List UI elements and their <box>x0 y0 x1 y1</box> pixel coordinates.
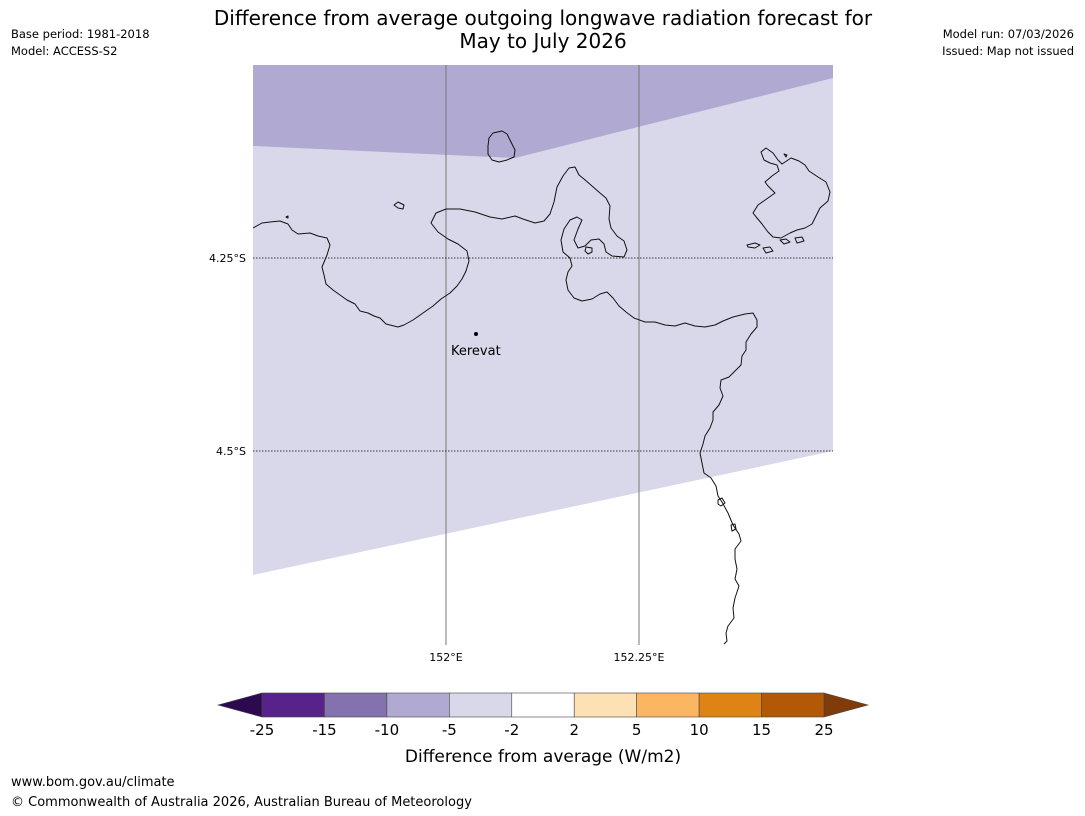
model-run-text: Model run: 07/03/2026 <box>942 27 1074 41</box>
coastline-east-island <box>752 147 831 239</box>
model-text: Model: ACCESS-S2 <box>11 44 118 58</box>
coastline-inlet-islet <box>584 246 593 255</box>
latitude-lines <box>253 257 833 452</box>
coastline-east-islet-4 <box>794 236 805 244</box>
coastline-island-north <box>487 130 516 163</box>
kerevat-marker <box>474 332 478 336</box>
coastline-south-islet-2 <box>730 523 737 532</box>
colorbar-tick-label: 15 <box>752 721 771 739</box>
coastlines <box>252 130 831 645</box>
meta-right: Model run: 07/03/2026 Issued: Map not is… <box>942 26 1074 60</box>
colorbar-bin <box>261 692 325 718</box>
fill-north-band <box>253 65 833 158</box>
colorbar-bin <box>761 692 825 718</box>
colorbar-tick-label: -25 <box>250 721 275 739</box>
colorbar: -25 -15 -10 -5 -2 2 5 10 15 25 <box>216 692 870 739</box>
longitude-lines <box>445 65 640 645</box>
meta-left: Base period: 1981-2018 Model: ACCESS-S2 <box>11 26 150 60</box>
colorbar-bin <box>573 692 637 718</box>
coastline-east-islet-3 <box>779 238 791 245</box>
lon-label-152: 152°E <box>429 651 462 664</box>
colorbar-bin <box>324 692 388 718</box>
colorbar-tick-label: -2 <box>504 721 519 739</box>
coastline-islet-dot <box>285 215 289 219</box>
title-line-2: May to July 2026 <box>459 29 627 53</box>
colorbar-under-arrow <box>216 692 263 718</box>
lat-label-4-25: 4.25°S <box>209 252 246 265</box>
colorbar-bin <box>636 692 700 718</box>
title-line-1: Difference from average outgoing longwav… <box>213 6 873 30</box>
colorbar-label: Difference from average (W/m2) <box>405 747 681 767</box>
footer-copyright: © Commonwealth of Australia 2026, Austra… <box>11 795 472 810</box>
colorbar-bin <box>386 692 450 718</box>
colorbar-tick-label: 2 <box>569 721 579 739</box>
lat-label-4-5: 4.5°S <box>216 445 246 458</box>
issued-text: Issued: Map not issued <box>942 44 1074 58</box>
colorbar-tick-label: -15 <box>312 721 337 739</box>
base-period-text: Base period: 1981-2018 <box>11 27 150 41</box>
coastline-east-islet-1 <box>746 242 761 249</box>
coastline-south-islet-1 <box>717 497 726 507</box>
colorbar-bin <box>511 692 575 718</box>
page-title: Difference from average outgoing longwav… <box>143 7 943 53</box>
footer-url: www.bom.gov.au/climate <box>11 775 175 790</box>
coastline-east-islet-5 <box>783 153 788 158</box>
colorbar-tick-label: -5 <box>442 721 457 739</box>
colorbar-tick-label: 5 <box>632 721 642 739</box>
colorbar-tick-label: -10 <box>375 721 400 739</box>
colorbar-bin <box>698 692 762 718</box>
colorbar-bin <box>449 692 513 718</box>
fill-main-area <box>253 78 833 575</box>
colorbar-tick-label: 10 <box>690 721 709 739</box>
colorbar-over-arrow <box>823 692 870 718</box>
kerevat-label: Kerevat <box>451 344 501 359</box>
lon-label-152-25: 152.25°E <box>614 651 665 664</box>
coastline-main <box>252 166 758 645</box>
coastline-east-islet-2 <box>762 246 774 254</box>
colorbar-tick-label: 25 <box>814 721 833 739</box>
coastline-islet-west <box>393 201 405 210</box>
